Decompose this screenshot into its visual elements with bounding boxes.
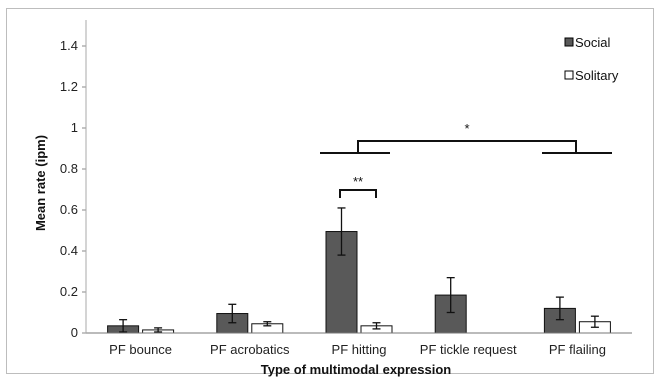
x-tick-label: PF hitting	[332, 342, 387, 357]
y-tick-label: 0.2	[60, 284, 78, 299]
significance-bracket-hitting: **	[339, 174, 377, 198]
legend-label-solitary: Solitary	[575, 68, 619, 83]
error-bars	[119, 207, 599, 333]
x-tick-label: PF bounce	[109, 342, 172, 357]
y-tick-label: 0.6	[60, 202, 78, 217]
x-axis-ticks: PF bounce PF acrobatics PF hitting PF tickl…	[109, 342, 606, 357]
y-tick-label: 1.4	[60, 38, 78, 53]
y-axis-title: Mean rate (ipm)	[33, 135, 48, 231]
x-tick-label: PF acrobatics	[210, 342, 290, 357]
x-tick-label: PF flailing	[549, 342, 606, 357]
y-tick-label: 0	[71, 325, 78, 340]
significance-bracket-hitting-flailing: *	[320, 121, 612, 154]
x-tick-label: PF tickle request	[420, 342, 517, 357]
bars	[107, 231, 611, 334]
legend-swatch-solitary	[564, 70, 574, 80]
y-tick-label: 0.8	[60, 161, 78, 176]
legend-swatch-social	[564, 37, 574, 47]
legend-label-social: Social	[575, 35, 611, 50]
legend: Social Solitary	[564, 35, 619, 83]
y-tick-label: 0.4	[60, 243, 78, 258]
x-axis-title: Type of multimodal expression	[261, 362, 452, 377]
y-axis-ticks: 0 0.2 0.4 0.6 0.8 1 1.2 1.4	[60, 38, 86, 340]
y-tick-label: 1.2	[60, 79, 78, 94]
significance-label-single: *	[464, 121, 469, 136]
significance-label-double: **	[353, 174, 363, 189]
y-tick-label: 1	[71, 120, 78, 135]
